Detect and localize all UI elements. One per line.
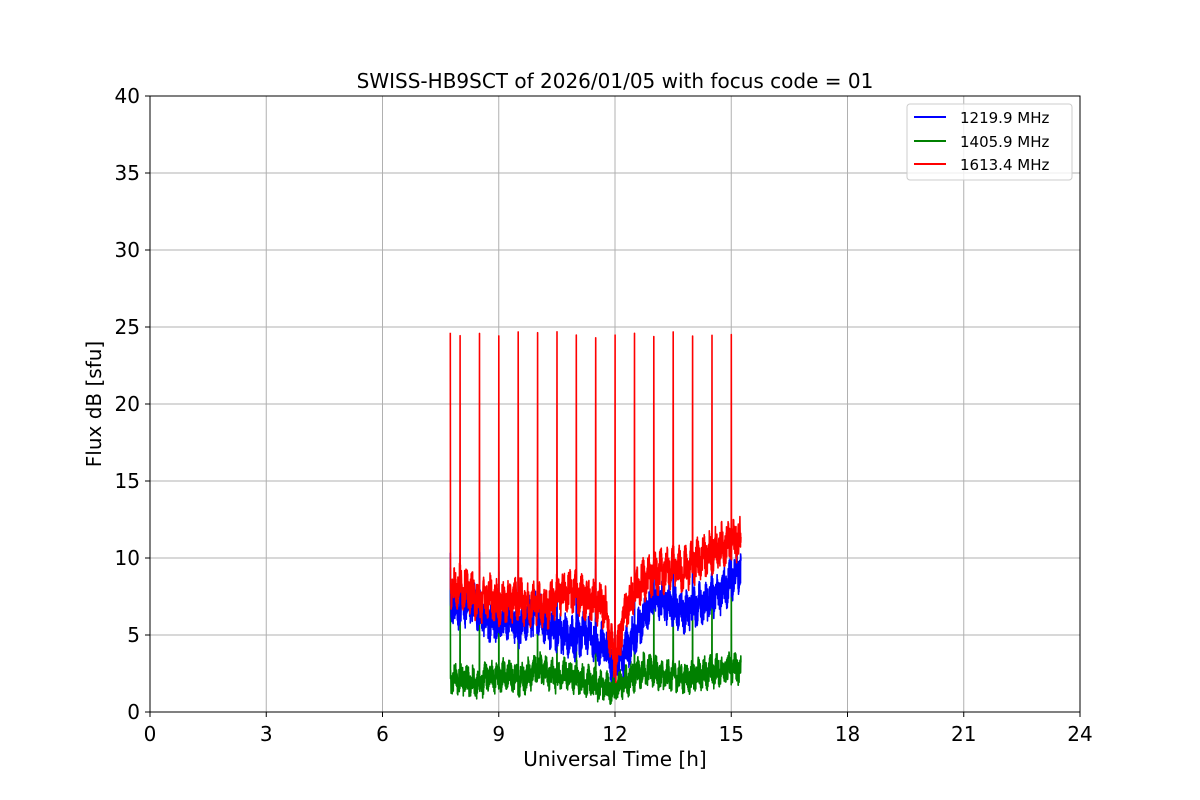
- x-tick-label: 9: [492, 722, 505, 746]
- y-tick-label: 40: [115, 84, 140, 108]
- y-tick-label: 5: [127, 623, 140, 647]
- x-tick-label: 18: [835, 722, 860, 746]
- legend: 1219.9 MHz 1405.9 MHz 1613.4 MHz: [906, 103, 1073, 181]
- ticks: 0 3 6 9 12 15 18 21 24 0 5 10 15 20 25 30 35 40: [115, 84, 1093, 746]
- y-tick-label: 0: [127, 700, 140, 724]
- x-tick-label: 0: [144, 722, 157, 746]
- x-tick-label: 6: [376, 722, 389, 746]
- y-tick-label: 35: [115, 161, 140, 185]
- y-tick-label: 30: [115, 238, 140, 262]
- legend-entry-1405: 1405.9 MHz: [960, 133, 1049, 151]
- x-tick-label: 15: [719, 722, 744, 746]
- x-axis-label: Universal Time [h]: [523, 747, 706, 771]
- series-line-1613-4: [449, 330, 742, 684]
- y-tick-label: 20: [115, 392, 140, 416]
- y-tick-label: 25: [115, 315, 140, 339]
- x-tick-label: 12: [602, 722, 627, 746]
- legend-entry-1613: 1613.4 MHz: [960, 156, 1049, 174]
- legend-frame: [906, 103, 1073, 181]
- y-tick-label: 15: [115, 469, 140, 493]
- series-layer: [449, 330, 742, 706]
- x-tick-label: 3: [260, 722, 273, 746]
- chart-title: SWISS-HB9SCT of 2026/01/05 with focus co…: [357, 69, 874, 93]
- x-tick-label: 24: [1067, 722, 1092, 746]
- y-tick-label: 10: [115, 546, 140, 570]
- y-axis-label: Flux dB [sfu]: [82, 341, 106, 467]
- x-tick-label: 21: [951, 722, 976, 746]
- legend-entry-1219: 1219.9 MHz: [960, 109, 1049, 127]
